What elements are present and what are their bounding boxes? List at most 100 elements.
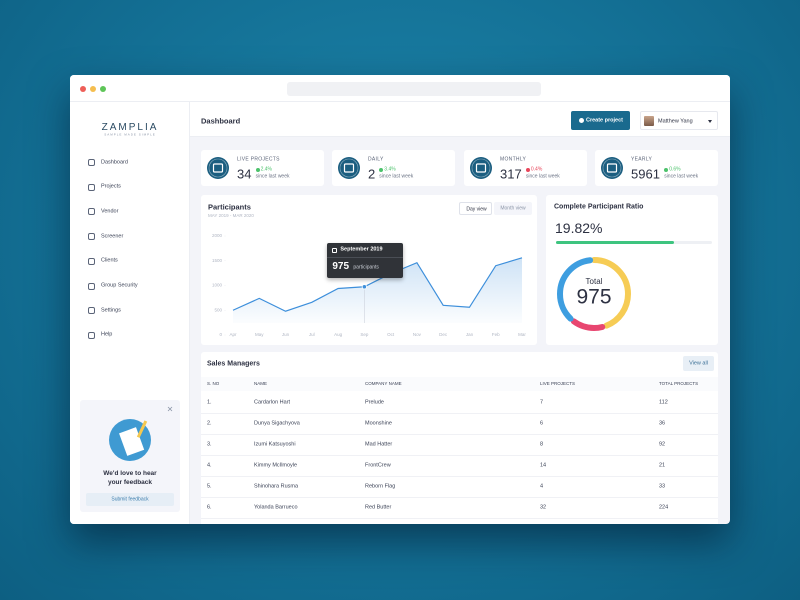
feedback-pencil — [136, 420, 148, 438]
stat-label: YEARLY — [631, 156, 653, 163]
chart-title: Participants — [208, 202, 251, 212]
stat-icon-glyph — [343, 163, 355, 173]
submit-feedback-button[interactable] — [86, 493, 174, 506]
nav-icon — [88, 183, 95, 191]
donut-label: Total — [586, 277, 603, 286]
nav-item[interactable]: Clients — [82, 252, 181, 271]
nav-item[interactable]: Group Security — [82, 277, 181, 296]
graphic — [601, 157, 623, 179]
nav-item[interactable]: Help — [82, 326, 181, 345]
donut-total: 975 — [576, 286, 611, 309]
stat-icon-glyph — [212, 163, 224, 173]
table-cell: Reborn Flag — [365, 483, 396, 490]
x-tick-label: Sep — [360, 332, 369, 337]
table-title: Sales Managers — [207, 360, 260, 368]
y-tick-label: 1500 — [212, 258, 223, 263]
submit-feedback-label: Submit feedback — [111, 496, 149, 502]
table-cell: 3. — [207, 441, 212, 448]
stat-note: since last week — [379, 173, 414, 179]
stat-card: DAILY 2 3.4% since last week — [332, 150, 455, 186]
table-header-row — [201, 377, 718, 391]
sidebar: ZAMPLIA SAMPLE MADE SIMPLE Dashboard Projec… — [70, 102, 190, 524]
table-cell: 2. — [207, 420, 212, 427]
stat-label: DAILY — [368, 156, 384, 163]
view-toggle[interactable]: Month view — [494, 202, 532, 215]
table-cell: Red Butter — [365, 504, 392, 511]
row-divider — [201, 476, 718, 477]
maximize-dot[interactable] — [100, 86, 106, 92]
column-header: S. NO — [207, 380, 220, 386]
nav-item[interactable]: Settings — [82, 301, 181, 320]
nav-item[interactable]: Projects — [82, 178, 181, 197]
view-all-label: View all — [689, 359, 708, 366]
stat-change: 0.6% — [669, 166, 681, 172]
close-button[interactable] — [167, 406, 173, 412]
stat-icon-ring — [602, 158, 622, 178]
nav-icon — [88, 331, 95, 339]
table-cell: Cardarlon Hart — [254, 399, 291, 406]
ratio-panel: Complete Participant Ratio 19.82% Total 975 — [546, 195, 718, 345]
donut-segment — [557, 257, 631, 331]
table-cell: 5. — [207, 483, 212, 490]
row-divider — [201, 455, 718, 456]
user-menu[interactable]: Matthew Yang — [640, 111, 718, 130]
graphic — [109, 419, 151, 461]
x-tick-label: Jul — [309, 332, 315, 337]
x-tick-label: Nov — [413, 332, 422, 337]
avatar — [644, 116, 654, 126]
x-tick-label: Aug — [334, 332, 343, 337]
nav-icon — [88, 282, 95, 290]
tooltip-value: 975 — [332, 260, 350, 272]
nav-label: Group Security — [101, 282, 138, 289]
view-toggle[interactable]: Day view — [459, 202, 492, 215]
graphic — [167, 406, 173, 412]
stat-value: 2 — [368, 166, 376, 182]
title-bar — [70, 75, 730, 102]
trend-dot — [664, 167, 669, 172]
create-project-button[interactable]: Create project — [571, 111, 630, 130]
table-cell: Shinohara Rusma — [254, 483, 299, 490]
nav-icon — [88, 233, 95, 241]
table-cell: Dunya Sigachyova — [254, 420, 300, 427]
table-cell: Prelude — [365, 399, 384, 406]
nav-label: Help — [101, 331, 113, 338]
stat-value: 317 — [500, 166, 522, 182]
minimize-dot[interactable] — [90, 86, 96, 92]
graphic: 0 500 1000 1500 2000 Apr May Jun Jul Aug Sep Oct Nov… — [212, 233, 526, 337]
table-cell: 21 — [659, 462, 666, 469]
ratio-percent: 19.82% — [555, 220, 603, 236]
nav-label: Dashboard — [101, 158, 128, 165]
create-project-label: Create project — [586, 116, 623, 123]
table-cell: 6. — [207, 504, 212, 511]
table-cell: Izumi Katsuyoshi — [254, 441, 296, 448]
tooltip-unit: participants — [353, 264, 379, 271]
nav-item[interactable]: Vendor — [82, 202, 181, 221]
stat-icon — [338, 157, 360, 179]
address-bar[interactable] — [287, 82, 541, 96]
trend-dot — [525, 167, 530, 172]
tooltip-divider — [327, 256, 404, 258]
participants-panel: Participants MAY 2019 - MAR 2020 Day view M… — [201, 195, 537, 345]
chart-subtitle: MAY 2019 - MAR 2020 — [208, 212, 254, 218]
stat-note: since last week — [255, 173, 290, 179]
x-tick-label: Apr — [229, 332, 237, 337]
close-dot[interactable] — [80, 86, 86, 92]
donut-segment — [557, 257, 631, 331]
feedback-message: We'd love to hear your feedback — [103, 470, 157, 486]
feedback-card: We'd love to hear your feedback Submit fe… — [80, 400, 180, 512]
nav-item[interactable]: Screener — [82, 227, 181, 246]
x-tick-label: Feb — [492, 332, 500, 337]
view-all-button[interactable]: View all — [683, 356, 714, 371]
nav-label: Settings — [101, 306, 121, 313]
nav-label: Screener — [101, 232, 124, 239]
table-cell: 92 — [659, 441, 666, 448]
column-header: LIVE PROJECTS — [540, 380, 576, 386]
nav-label: Projects — [101, 183, 121, 190]
table-cell: 112 — [659, 399, 668, 406]
table-cell: 224 — [659, 504, 669, 511]
stat-change: 2.4% — [260, 166, 272, 172]
stat-value: 5961 — [631, 166, 660, 182]
nav-item[interactable]: Dashboard — [82, 153, 181, 172]
calendar-icon — [332, 247, 338, 253]
